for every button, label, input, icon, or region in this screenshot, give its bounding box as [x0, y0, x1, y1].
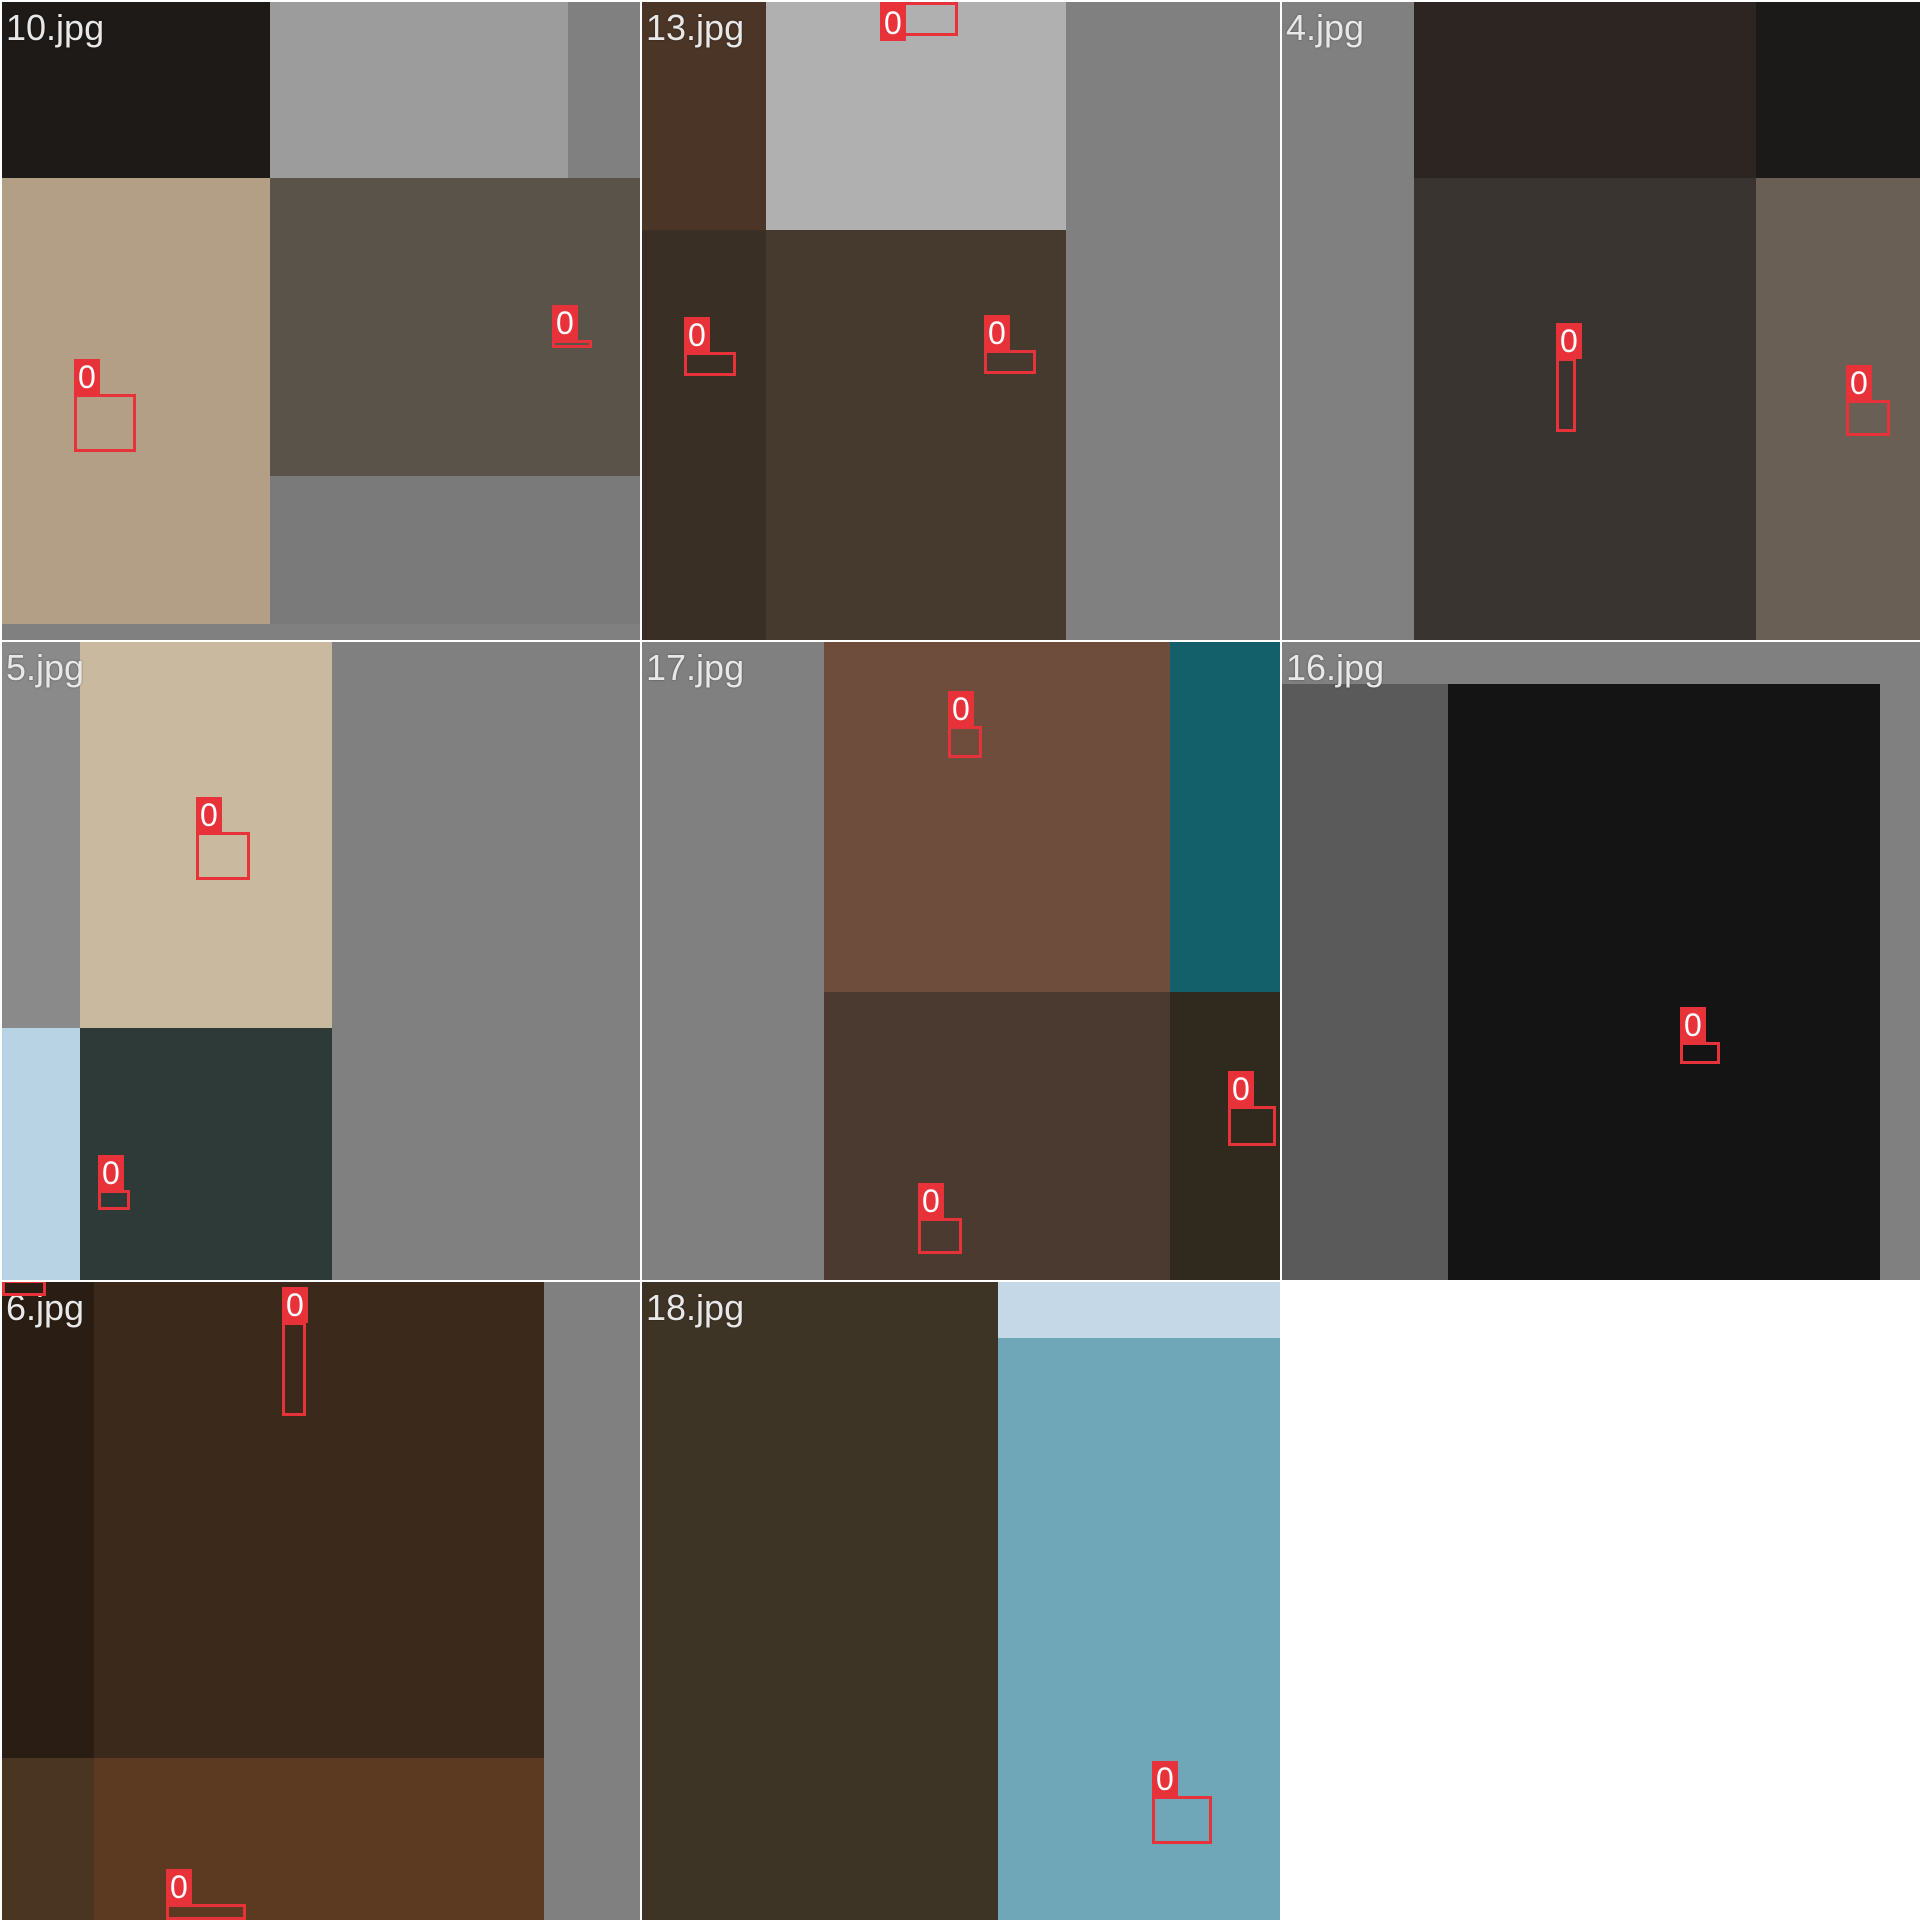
image-filename: 5.jpg — [6, 647, 85, 688]
detection-box: 0 — [948, 691, 982, 758]
detection-class-label: 0 — [1152, 1761, 1178, 1797]
detection-box: 0 — [282, 1287, 308, 1416]
detection-box: 0 — [98, 1155, 130, 1210]
mosaic-cell: 5.jpg 0 0 — [2, 642, 640, 1280]
detection-class-label: 0 — [880, 5, 906, 41]
detection-box: 0 — [1846, 365, 1890, 436]
detection-class-label: 0 — [984, 315, 1010, 351]
detection-class-label: 0 — [552, 305, 578, 341]
detection-class-label: 0 — [1228, 1071, 1254, 1107]
photo-tile — [270, 2, 568, 178]
detection-box: 0 — [1556, 323, 1582, 432]
photo-tile — [998, 1282, 1280, 1338]
photo-tile — [766, 2, 1066, 230]
photo-tile — [998, 1338, 1280, 1920]
detection-box: 0 — [918, 1183, 962, 1254]
image-filename: 13.jpg — [646, 7, 745, 48]
detection-box: 0 — [196, 797, 250, 880]
mosaic-cell: 13.jpg 0 0 0 — [642, 2, 1280, 640]
photo-tile — [270, 178, 640, 476]
photo-tile — [94, 1282, 544, 1758]
detection-box: 0 — [74, 359, 136, 452]
photo-tile — [824, 992, 1170, 1280]
detection-class-label: 0 — [1846, 365, 1872, 401]
mosaic-cell: 10.jpg 0 0 — [2, 2, 640, 640]
image-filename: 4.jpg — [1286, 7, 1365, 48]
detection-class-label: 0 — [74, 359, 100, 395]
photo-tile — [2, 642, 80, 1028]
photo-tile — [1756, 178, 1920, 640]
detection-class-label: 0 — [196, 797, 222, 833]
photo-tile — [1170, 992, 1280, 1280]
detection-box: 0 — [984, 315, 1036, 374]
mosaic-cell: 4.jpg 0 0 — [1282, 2, 1920, 640]
detection-class-label: 0 — [166, 1869, 192, 1905]
detection-box: 0 — [166, 1869, 246, 1920]
detection-class-label: 0 — [684, 317, 710, 353]
detection-box: 0 — [1228, 1071, 1276, 1146]
image-filename: 17.jpg — [646, 647, 745, 688]
detection-class-label: 0 — [1556, 323, 1582, 359]
detection-box: 0 — [552, 305, 592, 348]
photo-tile — [2, 178, 270, 624]
photo-tile — [2, 1758, 94, 1920]
photo-tile — [1414, 2, 1756, 178]
photo-tile — [1756, 2, 1920, 178]
photo-tile — [80, 1028, 332, 1280]
mosaic-cell: 17.jpg 0 0 0 — [642, 642, 1280, 1280]
photo-tile — [824, 642, 1170, 992]
detection-class-label: 0 — [282, 1287, 308, 1323]
photo-tile — [642, 2, 766, 230]
photo-tile — [1414, 178, 1756, 640]
photo-tile — [80, 642, 332, 1028]
detection-class-label: 0 — [918, 1183, 944, 1219]
photo-tile — [270, 476, 640, 624]
detection-box: 0 — [1152, 1761, 1212, 1844]
detection-class-label: 0 — [948, 691, 974, 727]
photo-tile — [1170, 642, 1280, 992]
detection-box: 0 — [2, 1282, 46, 1296]
detection-box: 0 — [1680, 1007, 1720, 1064]
mosaic-cell: 16.jpg 0 — [1282, 642, 1920, 1280]
detection-box: 0 — [880, 2, 958, 41]
detection-class-label: 0 — [1680, 1007, 1706, 1043]
mosaic-cell: 18.jpg 0 — [642, 1282, 1280, 1920]
image-filename: 16.jpg — [1286, 647, 1385, 688]
detection-class-label: 0 — [98, 1155, 124, 1191]
photo-tile — [2, 1282, 94, 1758]
mosaic-cell: 6.jpg 0 0 0 — [2, 1282, 640, 1920]
photo-tile — [766, 230, 1066, 640]
image-filename: 10.jpg — [6, 7, 105, 48]
photo-tile — [2, 1028, 80, 1280]
photo-tile — [1282, 684, 1448, 1280]
photo-tile — [1448, 684, 1880, 1280]
photo-tile — [642, 1282, 998, 1920]
photo-tile — [642, 230, 766, 640]
detection-box: 0 — [684, 317, 736, 376]
photo-tile — [94, 1758, 544, 1920]
image-filename: 18.jpg — [646, 1287, 745, 1328]
photo-tile — [2, 2, 270, 178]
